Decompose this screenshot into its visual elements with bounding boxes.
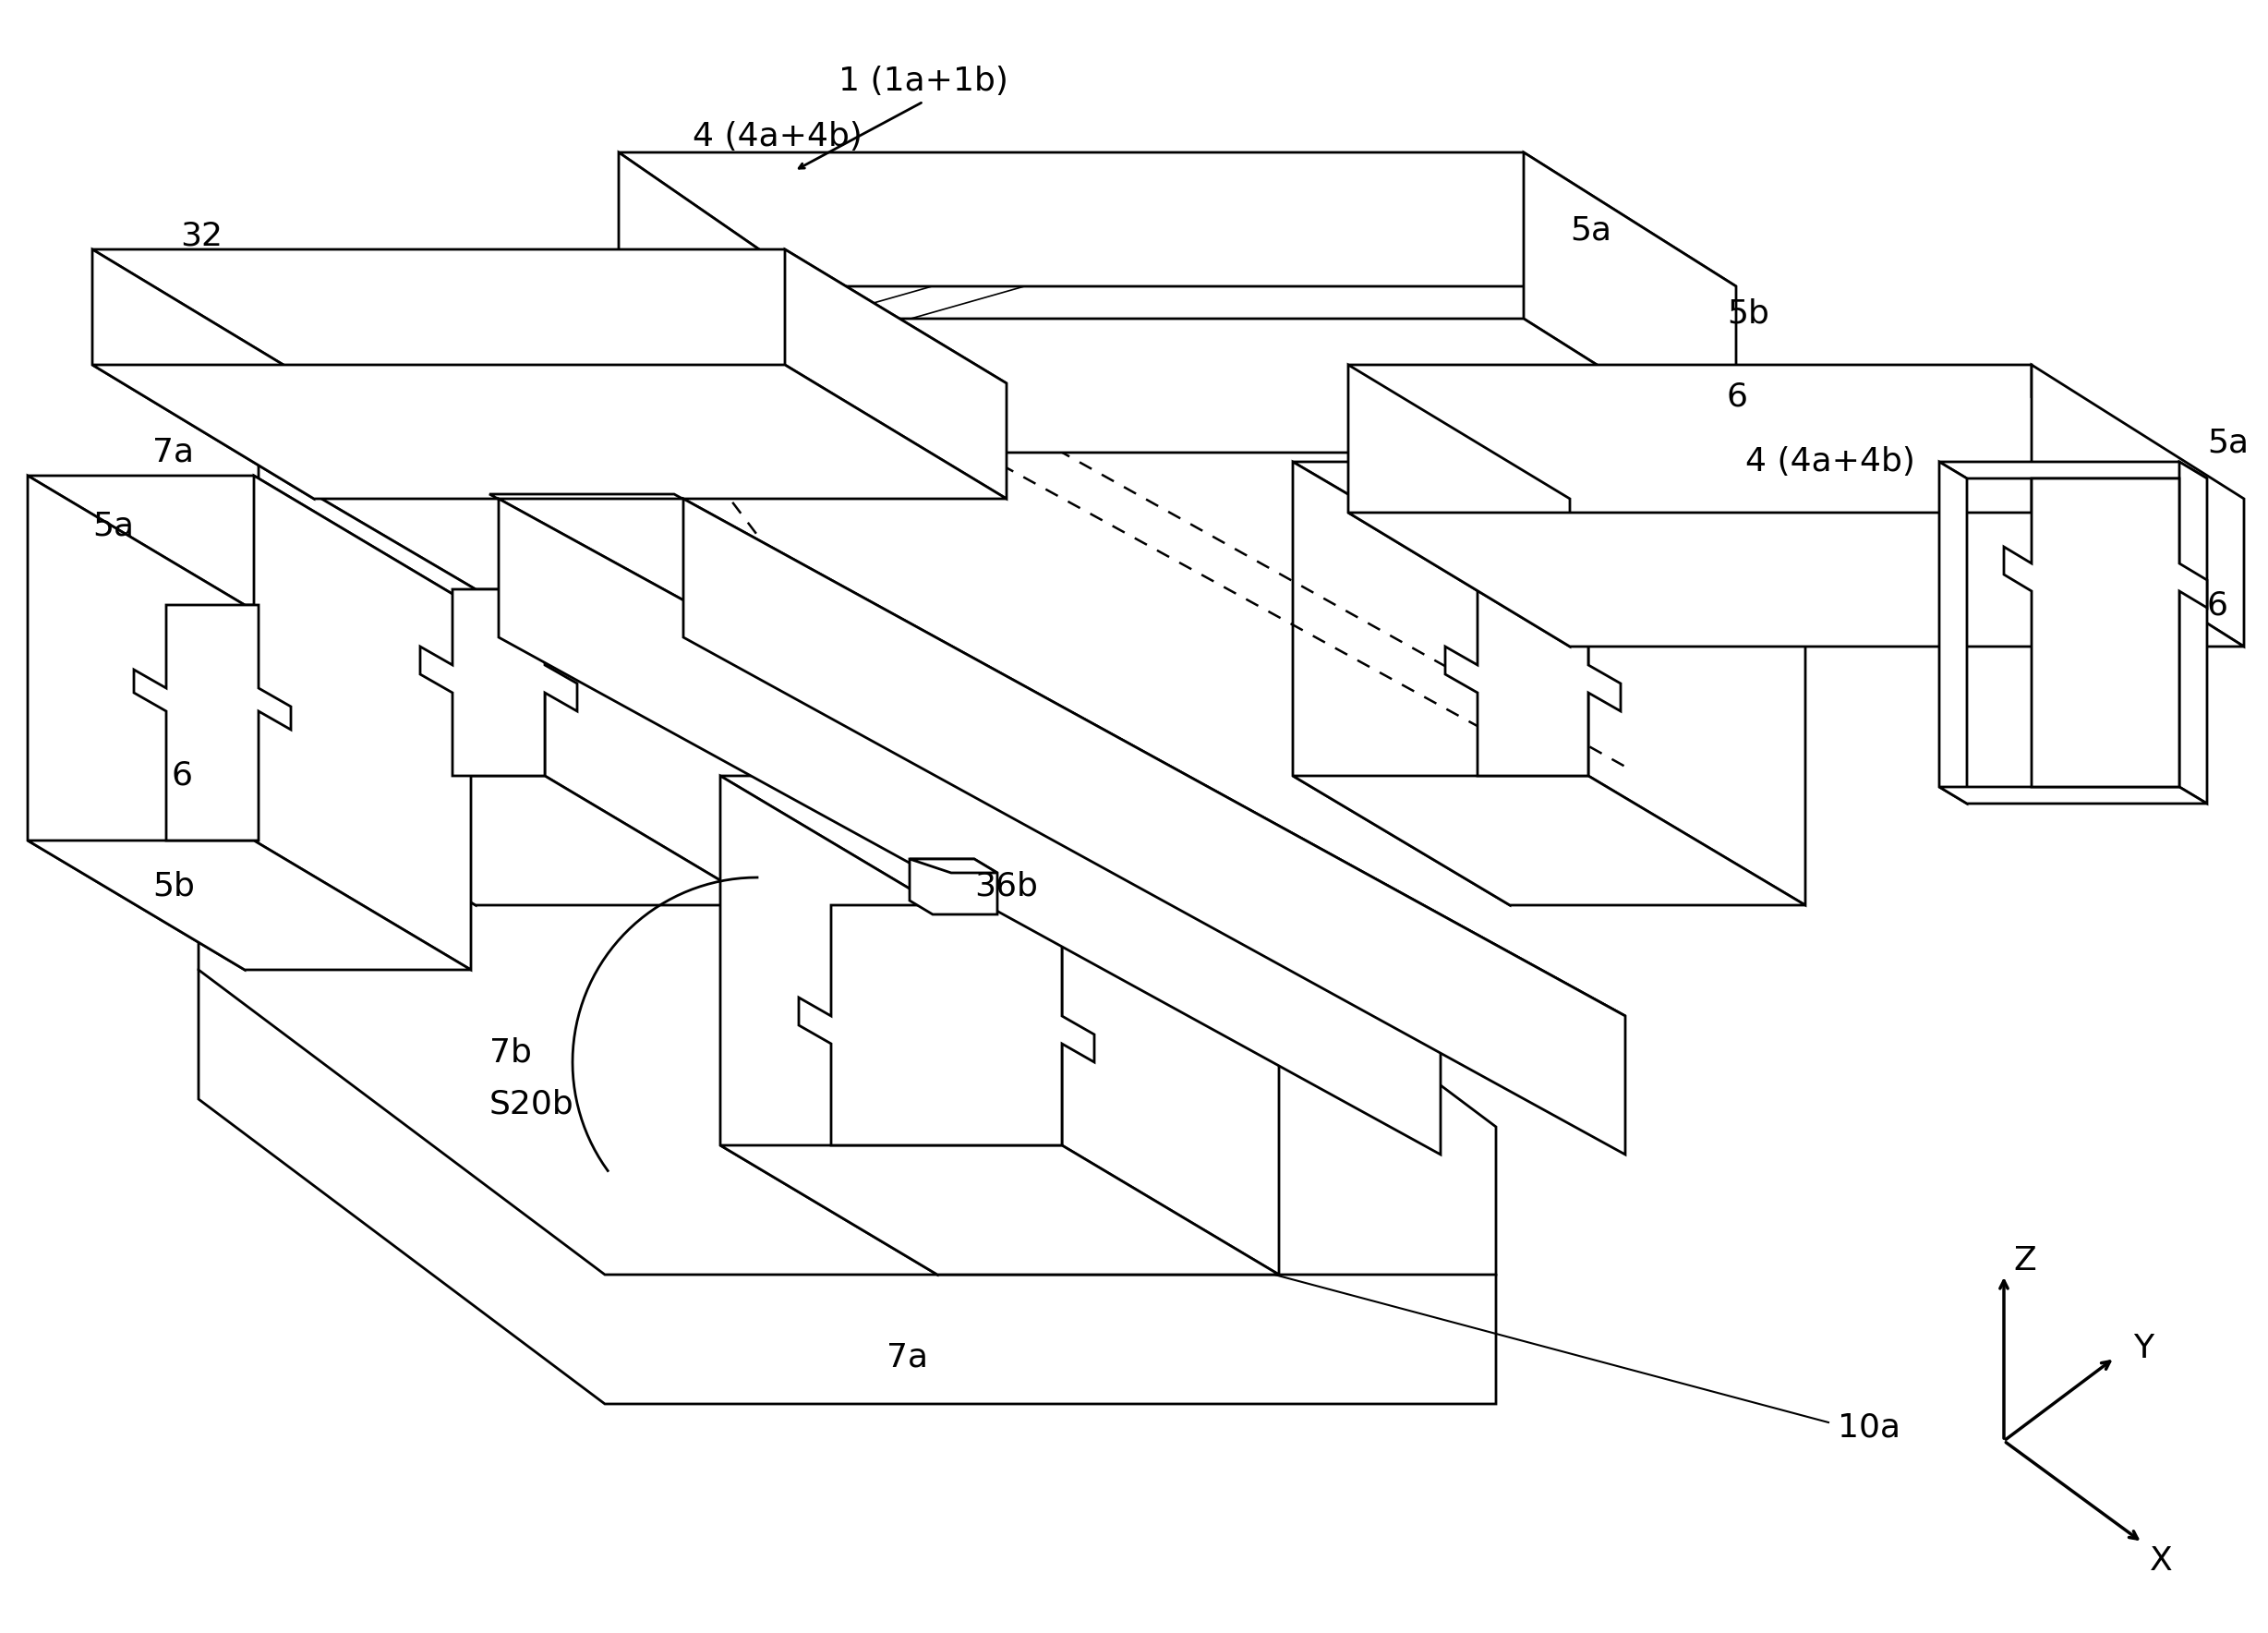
Polygon shape: [93, 250, 1007, 384]
Polygon shape: [200, 821, 1497, 1275]
Polygon shape: [1347, 513, 2243, 647]
Polygon shape: [420, 590, 576, 776]
Polygon shape: [1588, 462, 1805, 905]
Polygon shape: [27, 475, 245, 970]
Text: 7a: 7a: [152, 438, 195, 469]
Polygon shape: [683, 498, 1626, 1155]
Polygon shape: [1939, 462, 1966, 803]
Polygon shape: [619, 318, 1735, 452]
Text: 7b: 7b: [490, 1037, 531, 1068]
Text: S20b: S20b: [490, 1088, 574, 1120]
Polygon shape: [1347, 364, 1569, 647]
Polygon shape: [1293, 776, 1805, 905]
Polygon shape: [254, 475, 472, 970]
Text: 7a: 7a: [887, 1342, 928, 1373]
Text: 4 (4a+4b): 4 (4a+4b): [1746, 446, 1914, 477]
Polygon shape: [721, 1145, 1279, 1275]
Text: X: X: [2150, 1545, 2173, 1576]
Polygon shape: [619, 152, 1735, 286]
Polygon shape: [2005, 478, 2207, 787]
Polygon shape: [798, 905, 1093, 1145]
Polygon shape: [909, 859, 998, 914]
Polygon shape: [909, 859, 998, 874]
Text: 6: 6: [170, 759, 193, 792]
Text: 1 (1a+1b): 1 (1a+1b): [839, 65, 1009, 96]
Polygon shape: [134, 604, 290, 841]
Polygon shape: [1061, 776, 1279, 1275]
Polygon shape: [1939, 462, 2207, 478]
Polygon shape: [721, 776, 1279, 905]
Text: 5b: 5b: [1726, 299, 1769, 330]
Text: 5a: 5a: [1569, 216, 1613, 247]
Text: 6: 6: [1726, 382, 1749, 413]
Polygon shape: [93, 364, 1007, 498]
Text: 5b: 5b: [152, 870, 195, 903]
Text: 6: 6: [2207, 590, 2227, 621]
Polygon shape: [499, 498, 1440, 1155]
Polygon shape: [93, 250, 313, 498]
Polygon shape: [1293, 462, 1805, 590]
Text: Y: Y: [2134, 1333, 2155, 1364]
Polygon shape: [544, 462, 762, 905]
Text: 5a: 5a: [93, 511, 134, 542]
Polygon shape: [259, 462, 762, 590]
Polygon shape: [721, 776, 937, 1275]
Text: Z: Z: [2014, 1244, 2037, 1277]
Text: 10a: 10a: [1837, 1411, 1901, 1442]
Polygon shape: [1347, 364, 2243, 523]
Polygon shape: [259, 462, 476, 905]
Polygon shape: [27, 841, 472, 970]
Polygon shape: [2032, 364, 2243, 647]
Text: 36b: 36b: [975, 870, 1039, 903]
Polygon shape: [259, 776, 762, 905]
Polygon shape: [1939, 787, 2207, 803]
Text: 32: 32: [179, 220, 222, 251]
Polygon shape: [499, 498, 1626, 1016]
Polygon shape: [27, 475, 472, 604]
Polygon shape: [1524, 152, 1735, 452]
Polygon shape: [490, 495, 1626, 1016]
Polygon shape: [1293, 462, 1510, 905]
Polygon shape: [2180, 462, 2207, 803]
Text: 5a: 5a: [2207, 428, 2248, 459]
Polygon shape: [1445, 590, 1622, 776]
Text: 4 (4a+4b): 4 (4a+4b): [692, 121, 862, 152]
Polygon shape: [200, 970, 1497, 1404]
Polygon shape: [619, 152, 812, 452]
Polygon shape: [785, 250, 1007, 498]
